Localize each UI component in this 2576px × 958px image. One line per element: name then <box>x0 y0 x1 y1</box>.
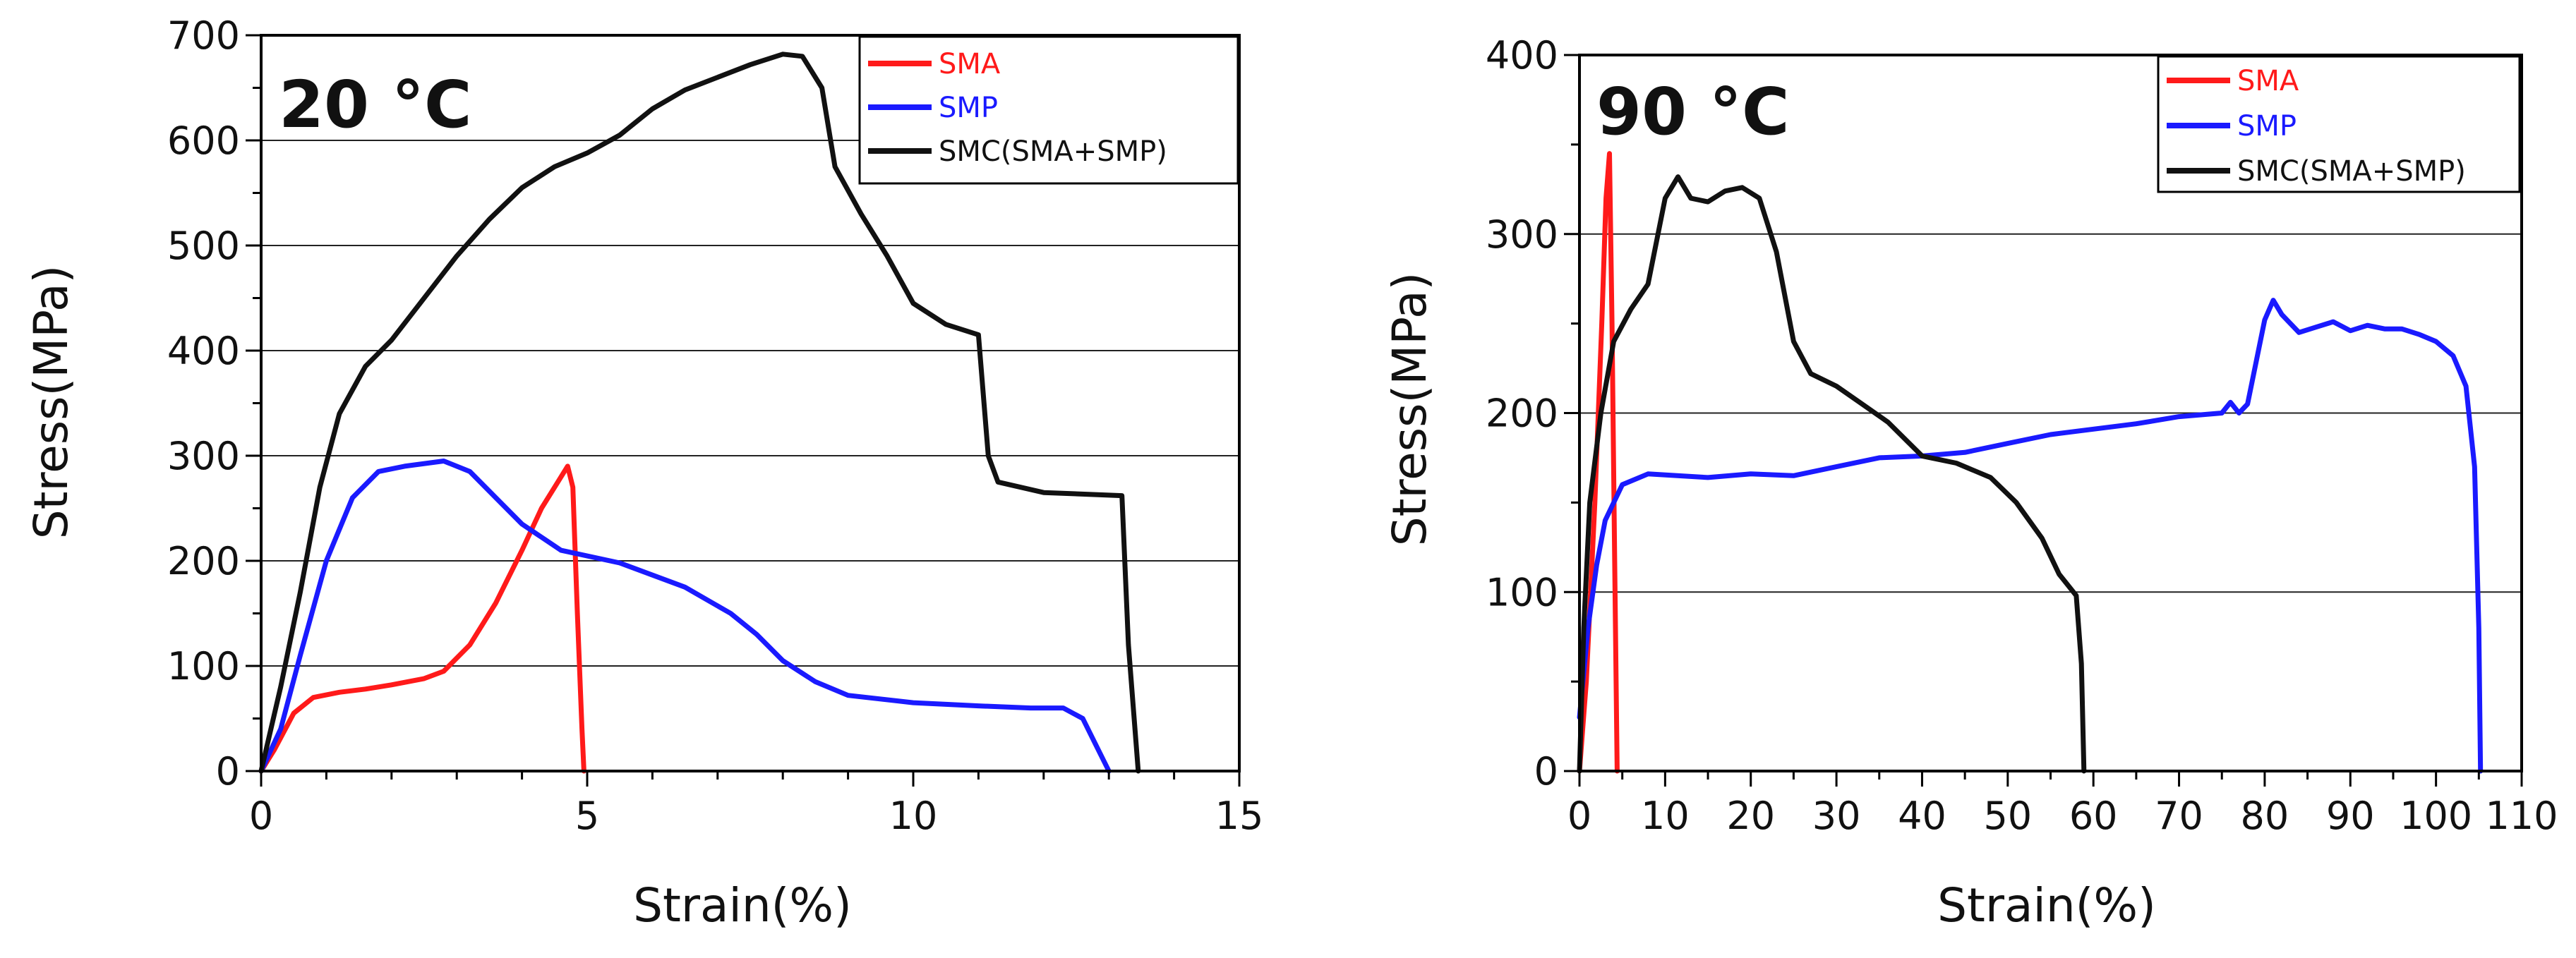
x-tick-label-50-90c: 50 <box>1983 794 2032 838</box>
legend-90c: SMA SMP SMC(SMA+SMP) <box>2157 55 2521 193</box>
legend-label-smc-20c: SMC(SMA+SMP) <box>939 135 1167 168</box>
x-tick-label-90-90c: 90 <box>2326 794 2375 838</box>
series-line-sma-20c <box>258 463 586 774</box>
y-tick-label-200-90c: 200 <box>1486 392 1558 436</box>
x-axis-title-90c: Strain(%) <box>1937 878 2156 933</box>
legend-label-smp-20c: SMP <box>939 92 998 124</box>
y-tick-label-700-20c: 700 <box>167 13 240 58</box>
x-axis-title-20c: Strain(%) <box>633 878 852 933</box>
series-line-smc-sma-smp-20c <box>258 51 1141 774</box>
x-tick-label-70-90c: 70 <box>2155 794 2203 838</box>
x-tick-label-110-90c: 110 <box>2485 794 2558 838</box>
y-tick-label-600-20c: 600 <box>167 119 240 163</box>
y-ticks-90c: 0 100 200 300 400 <box>1486 33 1579 794</box>
y-tick-label-300-20c: 300 <box>167 434 240 478</box>
y-tick-label-100-20c: 100 <box>167 644 240 689</box>
legend-label-smp-90c: SMP <box>2237 110 2297 143</box>
x-tick-label-20-90c: 20 <box>1726 794 1775 838</box>
y-tick-label-300-90c: 300 <box>1486 212 1558 257</box>
y-tick-label-400-90c: 400 <box>1486 33 1558 78</box>
x-tick-label-30-90c: 30 <box>1812 794 1861 838</box>
x-tick-label-80-90c: 80 <box>2241 794 2289 838</box>
y-tick-label-200-20c: 200 <box>167 539 240 583</box>
series-group-90c <box>1577 151 2484 774</box>
y-axis-title-20c: Stress(MPa) <box>24 265 78 540</box>
series-line-smp-20c <box>258 459 1112 774</box>
y-tick-label-0-90c: 0 <box>1534 749 1558 794</box>
legend-label-smc-90c: SMC(SMA+SMP) <box>2237 155 2466 188</box>
y-tick-label-100-90c: 100 <box>1486 570 1558 614</box>
y-tick-label-0-20c: 0 <box>216 749 240 794</box>
chart-90c: 0 10 20 30 40 50 60 70 80 90 100 110 0100200300400 … <box>1383 33 2558 933</box>
legend-20c: SMA SMP SMC(SMA+SMP) <box>858 35 1239 185</box>
x-tick-label-10-20c: 10 <box>889 794 938 838</box>
x-tick-label-60-90c: 60 <box>2069 794 2118 838</box>
y-tick-label-400-20c: 400 <box>167 329 240 373</box>
temperature-label-90c: 90 °C <box>1596 74 1790 150</box>
legend-label-sma-20c: SMA <box>939 48 1001 80</box>
y-ticks-20c: 0 100 200 300 400 500 600 700 <box>167 13 261 794</box>
y-tick-label-500-20c: 500 <box>167 224 240 268</box>
x-tick-label-0-90c: 0 <box>1567 794 1591 838</box>
legend-label-sma-90c: SMA <box>2237 65 2299 97</box>
x-tick-label-100-90c: 100 <box>2400 794 2472 838</box>
x-tick-label-5-20c: 5 <box>575 794 599 838</box>
series-line-smp-90c <box>1577 298 2484 774</box>
x-tick-label-15-20c: 15 <box>1215 794 1264 838</box>
temperature-label-20c: 20 °C <box>279 67 472 143</box>
grid-90c <box>1579 233 2522 593</box>
x-ticks-20c: 0 5 10 15 <box>249 771 1264 838</box>
x-ticks-90c: 0 10 20 30 40 50 60 70 80 90 100 110 <box>1567 771 2558 838</box>
y-axis-title-90c: Stress(MPa) <box>1383 272 1437 547</box>
series-line-smc-sma-smp-90c <box>1577 174 2087 774</box>
grid-20c <box>261 140 1239 667</box>
x-tick-label-0-20c: 0 <box>249 794 273 838</box>
x-tick-label-40-90c: 40 <box>1898 794 1946 838</box>
series-group-20c <box>258 51 1141 774</box>
x-tick-label-10-90c: 10 <box>1641 794 1690 838</box>
